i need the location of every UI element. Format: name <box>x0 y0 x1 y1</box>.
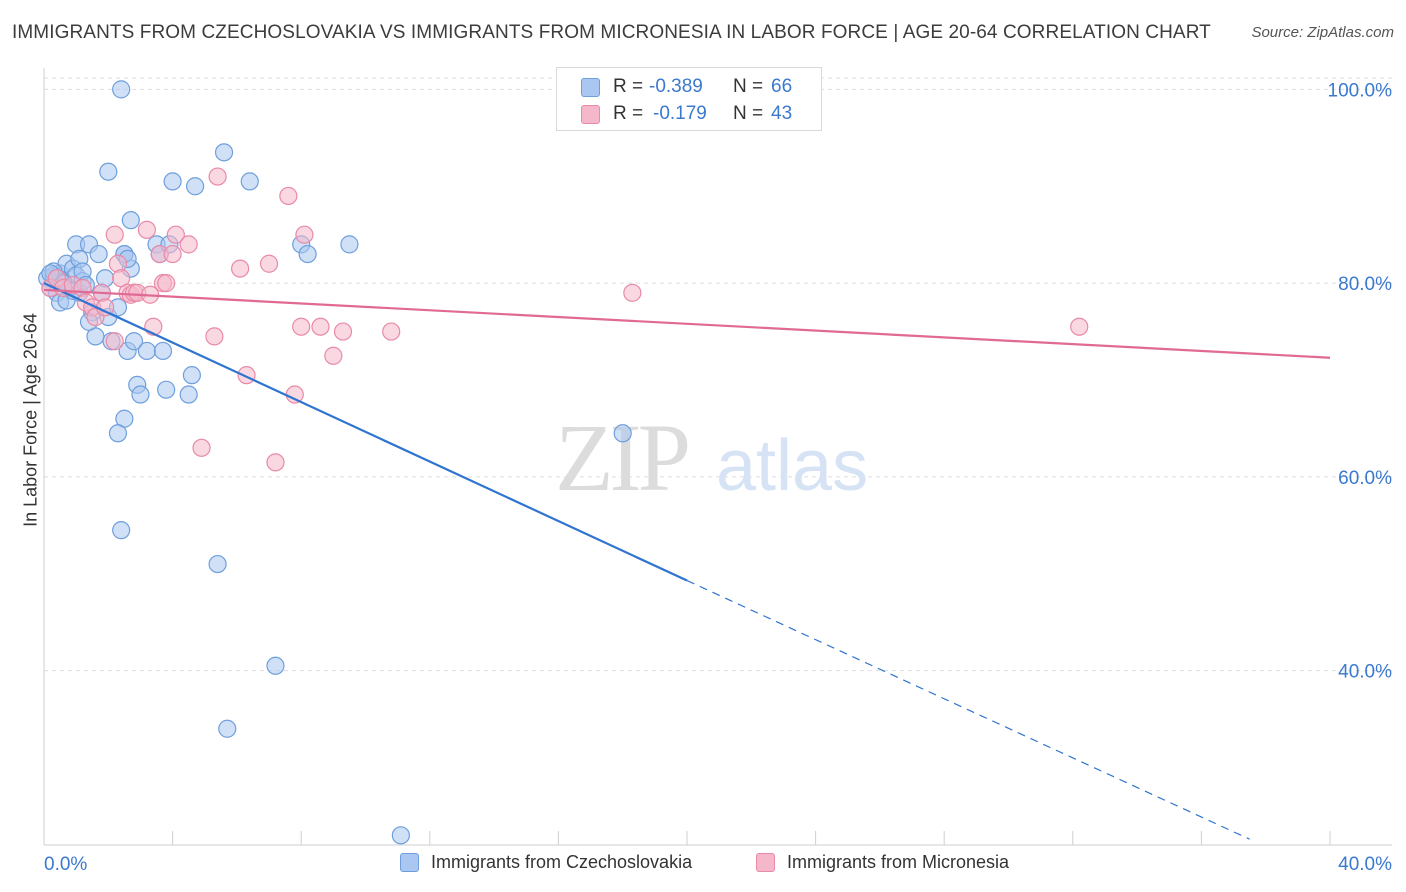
source-credit: Source: ZipAtlas.com <box>1251 24 1394 41</box>
data-point-micronesia <box>205 327 224 346</box>
data-point-micronesia <box>105 332 124 351</box>
data-point-czechoslovakia <box>266 656 285 675</box>
x-tick-label: 0.0% <box>44 854 87 875</box>
series-label-czechoslovakia: Immigrants from Czechoslovakia <box>431 852 693 872</box>
axes <box>43 68 1392 846</box>
x-tick-label: 40.0% <box>1338 854 1392 875</box>
watermark: ZIP atlas <box>555 404 868 511</box>
trend-line-extension-czechoslovakia <box>686 579 1250 840</box>
data-point-czechoslovakia <box>112 80 131 99</box>
data-point-czechoslovakia <box>89 244 108 264</box>
data-point-czechoslovakia <box>157 380 176 399</box>
data-point-czechoslovakia <box>391 826 410 845</box>
data-point-czechoslovakia <box>99 162 118 181</box>
data-point-micronesia <box>163 244 182 264</box>
series-swatch-micronesia <box>756 853 775 872</box>
series-legend-micronesia: Immigrants from Micronesia <box>756 852 1056 876</box>
data-point-czechoslovakia <box>208 554 227 574</box>
data-point-micronesia <box>137 220 156 239</box>
y-tick-label: 100.0% <box>1328 80 1393 101</box>
data-point-micronesia <box>208 167 227 186</box>
legend-r-value: -0.389 <box>649 76 703 97</box>
data-point-micronesia <box>279 186 298 206</box>
legend-r-label: R = <box>613 76 644 97</box>
legend-n-value: 66 <box>771 76 793 97</box>
data-point-micronesia <box>623 283 642 302</box>
data-point-czechoslovakia <box>182 366 201 385</box>
y-tick-label: 60.0% <box>1338 468 1392 489</box>
data-point-czechoslovakia <box>613 424 632 443</box>
trend-line-czechoslovakia <box>43 282 688 582</box>
series-swatch-czechoslovakia <box>400 853 419 872</box>
trend-line-micronesia <box>43 288 1331 359</box>
data-point-czechoslovakia <box>340 235 359 254</box>
data-point-czechoslovakia <box>186 177 205 196</box>
data-point-czechoslovakia <box>137 341 156 361</box>
data-point-czechoslovakia <box>240 172 259 191</box>
series-label-micronesia: Immigrants from Micronesia <box>787 852 1010 872</box>
data-point-micronesia <box>266 453 285 472</box>
data-point-micronesia <box>1070 317 1089 336</box>
y-axis-label: In Labor Force | Age 20-64 <box>16 270 46 570</box>
data-point-czechoslovakia <box>124 332 144 351</box>
data-point-micronesia <box>382 322 401 341</box>
data-point-micronesia <box>157 274 176 293</box>
data-point-micronesia <box>292 317 311 336</box>
data-point-czechoslovakia <box>298 244 317 264</box>
data-point-czechoslovakia <box>214 143 234 162</box>
chart-title: IMMIGRANTS FROM CZECHOSLOVAKIA VS IMMIGR… <box>12 22 1211 43</box>
data-point-czechoslovakia <box>121 211 140 230</box>
legend-swatch-czechoslovakia <box>581 78 600 97</box>
data-point-micronesia <box>166 225 185 244</box>
data-point-czechoslovakia <box>112 521 131 540</box>
data-point-micronesia <box>295 225 314 244</box>
data-point-micronesia <box>333 322 353 341</box>
data-point-czechoslovakia <box>131 385 150 404</box>
data-point-micronesia <box>285 385 304 404</box>
legend-n-value: 43 <box>771 103 793 124</box>
data-point-micronesia <box>231 259 250 278</box>
data-point-czechoslovakia <box>179 385 198 404</box>
y-axis-label-text: In Labor Force | Age 20-64 <box>20 313 41 527</box>
stats-legend: R = -0.389 N = 66 R = -0.179 N = 43 <box>556 67 822 131</box>
legend-swatch-micronesia <box>581 105 600 124</box>
data-point-czechoslovakia <box>153 341 173 361</box>
watermark-atlas: atlas <box>716 426 868 506</box>
watermark-zip: ZIP <box>555 404 688 511</box>
series-legend-czechoslovakia: Immigrants from Czechoslovakia <box>400 852 740 876</box>
data-point-micronesia <box>324 346 343 365</box>
y-tick-label: 40.0% <box>1338 662 1392 683</box>
data-point-czechoslovakia <box>108 424 128 443</box>
data-points <box>38 80 1089 845</box>
legend-r-label: R = <box>613 103 644 124</box>
legend-n-label: N = <box>733 103 764 124</box>
legend-r-value: -0.179 <box>653 103 707 124</box>
data-point-czechoslovakia <box>218 719 237 738</box>
data-point-micronesia <box>311 317 330 336</box>
data-point-micronesia <box>179 235 198 254</box>
data-point-micronesia <box>105 225 124 244</box>
tick-labels: 40.0% 60.0% 80.0% 100.0% 0.0% 40.0% <box>44 80 1392 875</box>
trend-lines <box>43 282 1331 840</box>
legend-n-label: N = <box>733 76 764 97</box>
data-point-micronesia <box>259 254 279 273</box>
data-point-czechoslovakia <box>163 172 182 191</box>
data-point-micronesia <box>192 438 211 457</box>
y-tick-label: 80.0% <box>1338 274 1392 295</box>
